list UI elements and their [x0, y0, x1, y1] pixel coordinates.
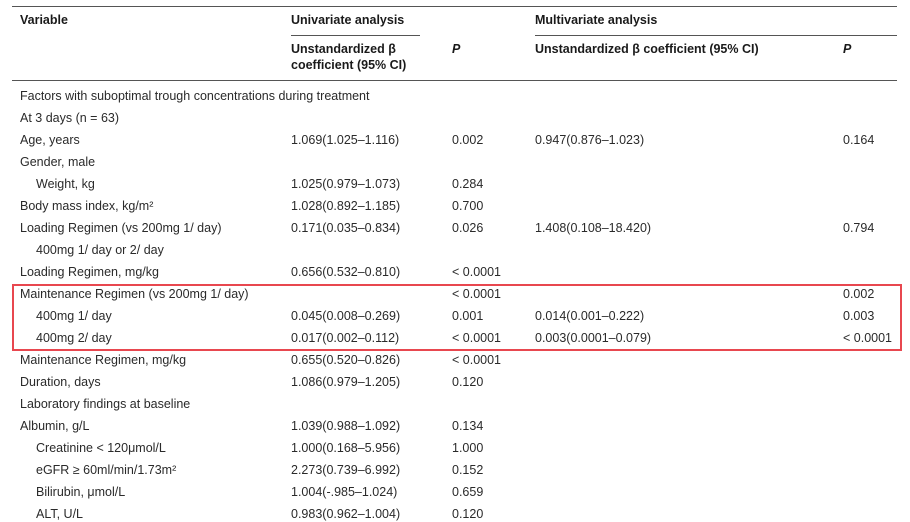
row-label: Body mass index, kg/m² — [20, 199, 154, 213]
univariate-p: 0.284 — [452, 177, 484, 191]
top-rule — [12, 6, 897, 7]
row-label: Loading Regimen, mg/kg — [20, 265, 159, 279]
row-label: Maintenance Regimen, mg/kg — [20, 353, 187, 367]
multivariate-coef: 1.408(0.108–18.420) — [535, 221, 652, 235]
univariate-p: 0.134 — [452, 419, 484, 433]
table-row: 400mg 1/ day or 2/ day — [0, 240, 910, 262]
row-label: Albumin, g/L — [20, 419, 90, 433]
multivariate-rule — [535, 35, 897, 36]
table-row: Albumin, g/L 1.039(0.988–1.092) 0.134 — [0, 416, 910, 438]
row-label: Bilirubin, μmol/L — [36, 485, 126, 499]
row-label: Gender, male — [20, 155, 96, 169]
table-row: Maintenance Regimen (vs 200mg 1/ day) < 0… — [0, 284, 910, 306]
table-row: Laboratory findings at baseline — [0, 394, 910, 416]
univariate-p: 0.026 — [452, 221, 484, 235]
header-univariate: Univariate analysis — [291, 13, 405, 27]
univariate-coef: 1.004(-.985–1.024) — [291, 485, 398, 499]
header-multi-coef: Unstandardized β coefficient (95% CI) — [535, 42, 759, 56]
univariate-coef: 0.655(0.520–0.826) — [291, 353, 401, 367]
row-label: Age, years — [20, 133, 80, 147]
univariate-coef: 0.017(0.002–0.112) — [291, 331, 400, 345]
multivariate-p: < 0.0001 — [843, 331, 893, 345]
univariate-p: < 0.0001 — [452, 331, 502, 345]
multivariate-coef: 0.014(0.001–0.222) — [535, 309, 645, 323]
header-bottom-rule — [12, 80, 897, 81]
row-label: 400mg 1/ day or 2/ day — [36, 243, 164, 257]
table-row: ALT, U/L 0.983(0.962–1.004) 0.120 — [0, 504, 910, 522]
univariate-coef: 1.086(0.979–1.205) — [291, 375, 401, 389]
univariate-coef: 1.039(0.988–1.092) — [291, 419, 401, 433]
table-row: Factors with suboptimal trough concentra… — [0, 86, 910, 108]
univariate-p: 0.002 — [452, 133, 484, 147]
multivariate-p: 0.002 — [843, 287, 875, 301]
row-label: Creatinine < 120μmol/L — [36, 441, 166, 455]
univariate-coef: 0.045(0.008–0.269) — [291, 309, 401, 323]
table-row: Age, years 1.069(1.025–1.116) 0.002 0.947(0… — [0, 130, 910, 152]
univariate-coef: 1.069(1.025–1.116) — [291, 133, 400, 147]
row-label: ALT, U/L — [36, 507, 84, 521]
table-row: Weight, kg 1.025(0.979–1.073) 0.284 — [0, 174, 910, 196]
row-label: Loading Regimen (vs 200mg 1/ day) — [20, 221, 222, 235]
multivariate-coef: 0.947(0.876–1.023) — [535, 133, 645, 147]
multivariate-p: 0.164 — [843, 133, 875, 147]
univariate-p: 0.001 — [452, 309, 484, 323]
multivariate-p: 0.794 — [843, 221, 875, 235]
header-variable: Variable — [20, 13, 68, 27]
univariate-p: 0.152 — [452, 463, 484, 477]
table-row: 400mg 1/ day 0.045(0.008–0.269) 0.001 0.014… — [0, 306, 910, 328]
row-label: At 3 days (n = 63) — [20, 111, 120, 125]
univariate-p: 1.000 — [452, 441, 484, 455]
table-row: Gender, male — [0, 152, 910, 174]
table-row: At 3 days (n = 63) — [0, 108, 910, 130]
table-row: 400mg 2/ day 0.017(0.002–0.112) < 0.0001 0.… — [0, 328, 910, 350]
header-multivariate: Multivariate analysis — [535, 13, 658, 27]
row-label: eGFR ≥ 60ml/min/1.73m² — [36, 463, 177, 477]
row-label: Factors with suboptimal trough concentra… — [20, 89, 370, 103]
row-label: Laboratory findings at baseline — [20, 397, 191, 411]
univariate-p: 0.120 — [452, 375, 484, 389]
univariate-p: 0.120 — [452, 507, 484, 521]
highlight-box — [12, 284, 902, 351]
table-row: Loading Regimen (vs 200mg 1/ day) 0.171(0… — [0, 218, 910, 240]
univariate-p: 0.700 — [452, 199, 484, 213]
header-uni-p: P — [452, 42, 461, 56]
row-label: Duration, days — [20, 375, 101, 389]
table-row: Bilirubin, μmol/L 1.004(-.985–1.024) 0.659 — [0, 482, 910, 504]
table-row: Maintenance Regimen, mg/kg 0.655(0.520–0.… — [0, 350, 910, 372]
row-label: Maintenance Regimen (vs 200mg 1/ day) — [20, 287, 249, 301]
univariate-coef: 2.273(0.739–6.992) — [291, 463, 401, 477]
univariate-coef: 0.171(0.035–0.834) — [291, 221, 401, 235]
univariate-coef: 1.000(0.168–5.956) — [291, 441, 401, 455]
table-row: Body mass index, kg/m² 1.028(0.892–1.185)… — [0, 196, 910, 218]
multivariate-coef: 0.003(0.0001–0.079) — [535, 331, 652, 345]
univariate-p: 0.659 — [452, 485, 484, 499]
multivariate-p: 0.003 — [843, 309, 875, 323]
univariate-coef: 1.028(0.892–1.185) — [291, 199, 401, 213]
header-multi-p: P — [843, 42, 852, 56]
table-row: Duration, days 1.086(0.979–1.205) 0.120 — [0, 372, 910, 394]
univariate-p: < 0.0001 — [452, 265, 502, 279]
univariate-p: < 0.0001 — [452, 353, 502, 367]
univariate-coef: 0.983(0.962–1.004) — [291, 507, 401, 521]
header-uni-coef: Unstandardized β coefficient (95% CI) — [291, 42, 407, 72]
univariate-p: < 0.0001 — [452, 287, 502, 301]
row-label: 400mg 1/ day — [36, 309, 112, 323]
table-row: eGFR ≥ 60ml/min/1.73m² 2.273(0.739–6.992)… — [0, 460, 910, 482]
univariate-rule — [291, 35, 420, 36]
table-row: Creatinine < 120μmol/L 1.000(0.168–5.956)… — [0, 438, 910, 460]
row-label: Weight, kg — [36, 177, 95, 191]
univariate-coef: 1.025(0.979–1.073) — [291, 177, 401, 191]
row-label: 400mg 2/ day — [36, 331, 112, 345]
table-row: Loading Regimen, mg/kg 0.656(0.532–0.810)… — [0, 262, 910, 284]
univariate-coef: 0.656(0.532–0.810) — [291, 265, 401, 279]
